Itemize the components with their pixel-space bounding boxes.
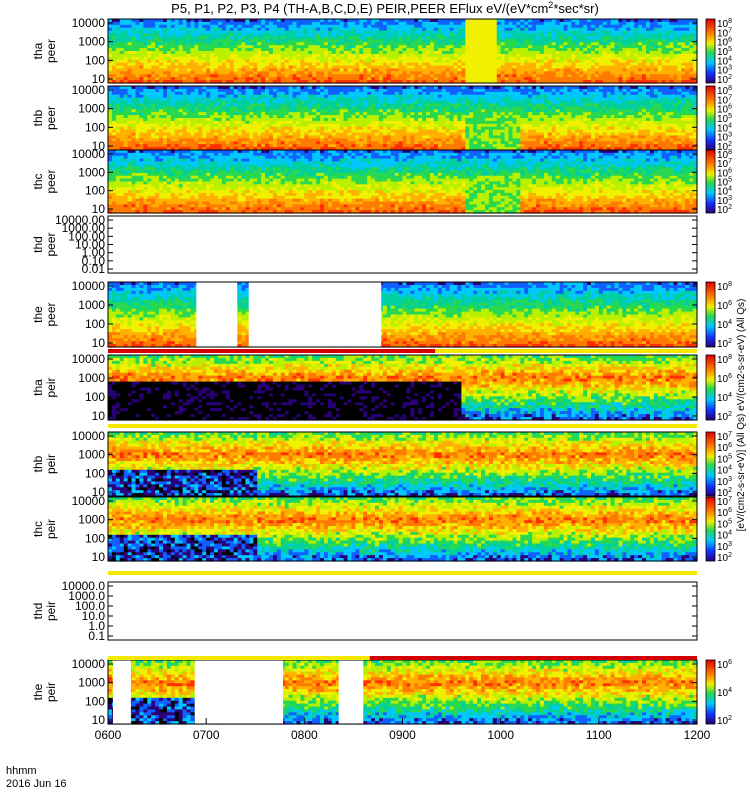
panel-stack: 10000100010010thapeer1081071061051041031… <box>31 16 732 727</box>
colorbar <box>706 19 715 83</box>
panel-label-probe: tha <box>31 42 45 59</box>
figure-title-tail: *sec*sr) <box>553 1 599 16</box>
figure-title-main: P5, P1, P2, P3, P4 (TH-A,B,C,D,E) PEIR,P… <box>171 1 548 16</box>
panel-label: thapeer <box>31 39 58 63</box>
figure-title: P5, P1, P2, P3, P4 (TH-A,B,C,D,E) PEIR,P… <box>171 0 599 16</box>
panel-label-product: peer <box>44 39 58 63</box>
y-tick-label: 1000 <box>78 35 105 49</box>
y-tick-label: 100 <box>85 53 105 67</box>
panel-thb_peer: 10000100010010thbpeer1081071061051041031… <box>31 83 732 153</box>
y-tick-label: 10000 <box>72 16 106 30</box>
panel-tha_peer: 10000100010010thapeer1081071061051041031… <box>31 16 732 86</box>
